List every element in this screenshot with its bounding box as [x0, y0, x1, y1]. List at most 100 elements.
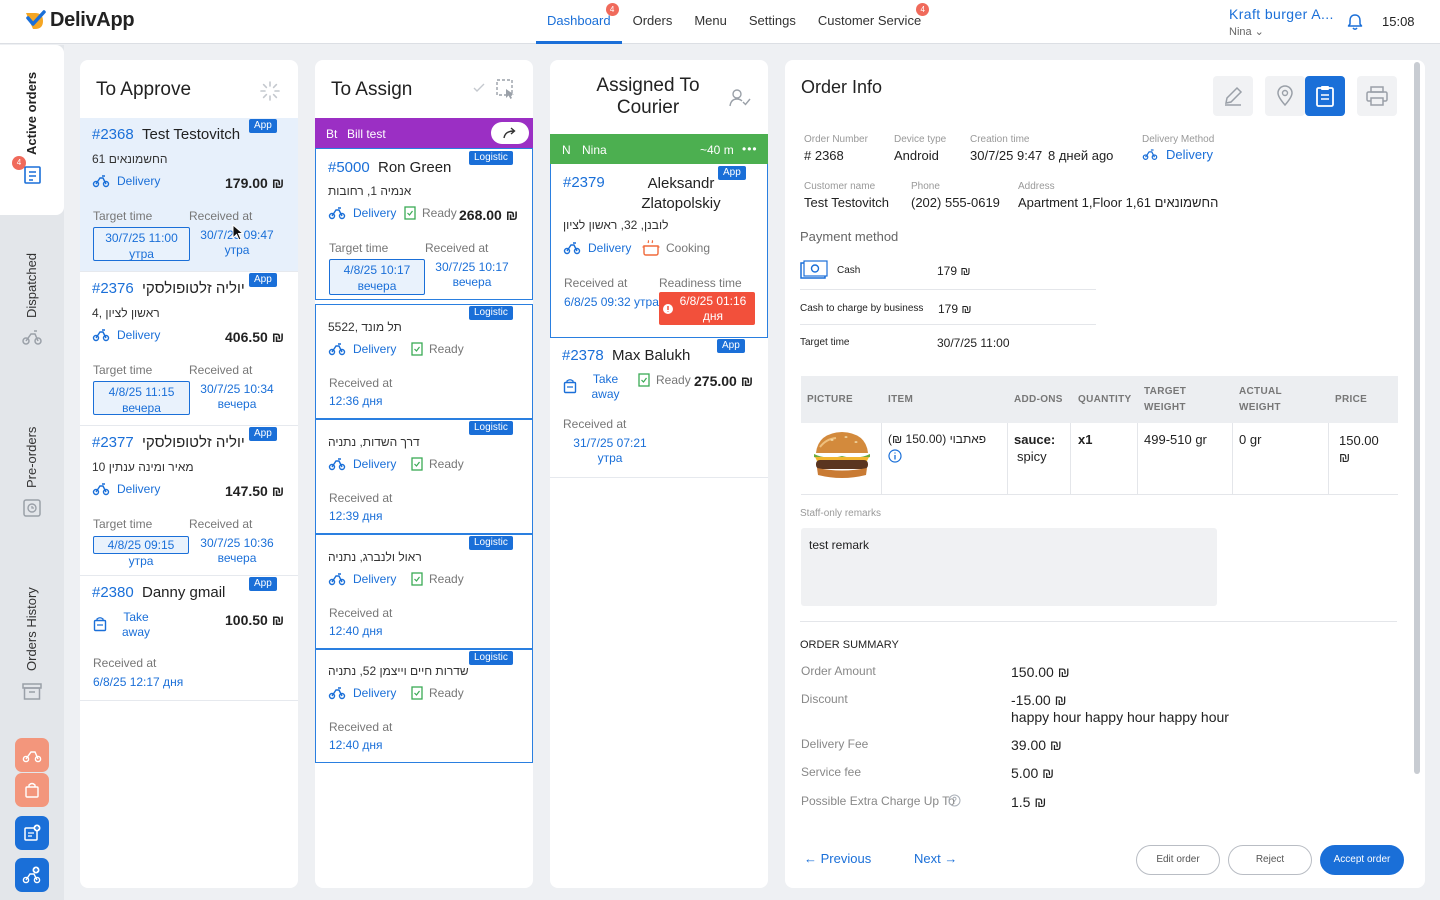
source-badge: App — [249, 427, 277, 441]
app-name: DelivApp — [50, 9, 135, 31]
group-header[interactable]: Bt Bill test — [315, 118, 533, 148]
accept-order-button[interactable]: Accept order — [1320, 845, 1404, 875]
order-card[interactable]: App #2368 Test Testovitch החשמונאים 61 D… — [80, 118, 298, 272]
scrollbar[interactable] — [1414, 62, 1420, 774]
staff-remarks-box[interactable]: test remark — [801, 528, 1217, 606]
order-card[interactable]: App #2377 יוליה זלטופולסקי מאיר ומינה ענ… — [80, 426, 298, 576]
source-badge: Logistic — [469, 151, 513, 165]
order-price: 147.50 ₪ — [225, 483, 285, 499]
restaurant-selector[interactable]: Kraft burger A... — [1229, 6, 1334, 22]
column-header: QUANTITY — [1078, 393, 1132, 405]
order-card[interactable]: Logistic 5522, תל מונד Delivery Ready Re… — [315, 304, 533, 419]
target-time-value: 30/7/25 11:00 утра — [93, 227, 190, 261]
scooter-icon — [328, 207, 346, 220]
payment-method-title: Payment method — [800, 229, 899, 244]
select-area-icon[interactable] — [495, 78, 517, 100]
print-tool[interactable] — [1357, 76, 1397, 116]
customer-address: החשמונאים 61 — [92, 152, 168, 166]
customer-address: מאיר ומינה ענתין 10 — [92, 460, 194, 474]
app-logo[interactable]: DelivApp — [24, 9, 135, 32]
clock: 15:08 — [1382, 14, 1415, 29]
summary-label: Delivery Fee — [801, 737, 869, 751]
order-card[interactable]: Logistic דרך השדות, נתניה Delivery Ready… — [315, 419, 533, 534]
order-number: #2380 — [92, 584, 134, 601]
sidebar-item-pre-orders[interactable]: Pre-orders — [0, 415, 64, 525]
alert-icon — [663, 304, 673, 314]
customer-name: Test Testovitch — [142, 126, 241, 143]
sidebar-item-dispatched[interactable]: Dispatched — [0, 235, 64, 365]
assign-courier-icon[interactable] — [728, 88, 752, 108]
source-badge: Logistic — [469, 306, 513, 320]
bell-icon[interactable] — [1347, 13, 1363, 31]
nav-dashboard[interactable]: Dashboard 4 — [536, 0, 622, 44]
delivery-method-label: Delivery — [117, 482, 161, 496]
ready-icon — [411, 686, 423, 700]
reject-button[interactable]: Reject — [1228, 845, 1312, 875]
nav-menu[interactable]: Menu — [683, 0, 738, 44]
order-card[interactable]: App #2376 יוליה זלטופולסקי ראשון לציון ,… — [80, 272, 298, 426]
user-menu[interactable]: Nina ⌄ — [1229, 26, 1264, 38]
received-at-value: 30/7/25 10:17 вечера — [435, 260, 509, 289]
edit-order-tool[interactable] — [1213, 76, 1253, 116]
sidebar-item-label: Orders History — [24, 587, 39, 671]
customer-name: Max Balukh — [612, 347, 691, 364]
order-card[interactable]: App #2379 Aleksandr Zlatopolskiy לובנן, … — [550, 164, 768, 338]
customer-address: 5522, תל מונד — [328, 320, 402, 334]
check-all-icon[interactable] — [472, 82, 486, 94]
order-card[interactable]: Logistic #5000 Ron Green אנמיה 1, רחובות… — [315, 148, 533, 300]
delivery-action-button[interactable] — [15, 738, 49, 772]
received-at-value: 12:39 дня — [329, 509, 383, 523]
takeaway-icon — [93, 616, 107, 632]
customer-name: יוליה זלטופולסקי — [142, 280, 245, 297]
received-at-label: Received at — [189, 363, 253, 377]
help-icon[interactable] — [948, 794, 961, 807]
order-card[interactable]: Logistic שדרות חיים וייצמן 52, נתניה Del… — [315, 649, 533, 763]
map-location-tool[interactable] — [1265, 76, 1305, 116]
order-number: #2368 — [92, 126, 134, 143]
next-order-link[interactable]: Next → — [914, 851, 958, 866]
order-status-label: Cooking — [666, 241, 711, 255]
nav-settings[interactable]: Settings — [738, 0, 807, 44]
order-price: 275.00 ₪ — [694, 373, 754, 389]
column-assigned-to-courier: Assigned To Courier N Nina ~40 m ••• App… — [550, 60, 768, 888]
ready-icon — [404, 206, 416, 220]
new-delivery-button[interactable] — [15, 858, 49, 892]
nav-customer-service[interactable]: Customer Service 4 — [807, 0, 932, 44]
edit-order-button[interactable]: Edit order — [1136, 845, 1220, 875]
share-button[interactable] — [491, 122, 529, 144]
received-at-label: Received at — [189, 209, 253, 223]
info-icon[interactable] — [888, 449, 902, 463]
courier-header[interactable]: N Nina ~40 m ••• — [550, 134, 768, 164]
order-card[interactable]: Logistic ראול ולנברג, נתניה Delivery Rea… — [315, 534, 533, 649]
column-header: ADD-ONS — [1014, 393, 1063, 405]
sidebar-item-active-orders[interactable]: Active orders 4 — [0, 45, 64, 215]
nav-orders[interactable]: Orders — [622, 0, 684, 44]
ready-icon — [411, 342, 423, 356]
source-badge: App — [249, 577, 277, 591]
order-status: Cooking — [642, 240, 710, 256]
customer-address: דרך השדות, נתניה — [328, 435, 420, 449]
sidebar-item-orders-history[interactable]: Orders History — [0, 575, 64, 715]
more-options-icon[interactable]: ••• — [742, 142, 758, 156]
ready-icon — [638, 373, 650, 387]
customer-name: Aleksandr Zlatopolskiy — [641, 175, 721, 212]
order-details-tool[interactable] — [1305, 76, 1345, 116]
logo-icon — [26, 9, 46, 29]
new-order-button[interactable] — [15, 816, 49, 850]
order-card[interactable]: App #2378 Max Balukh Take away Ready 275… — [550, 338, 768, 478]
group-initials: Bt — [326, 127, 338, 141]
previous-order-link[interactable]: ← Previous — [804, 851, 872, 866]
takeaway-action-button[interactable] — [15, 773, 49, 807]
received-at-value: 6/8/25 09:32 утра — [564, 295, 659, 309]
order-card[interactable]: App #2380 Danny gmail Take away 100.50 ₪… — [80, 576, 298, 701]
order-status-label: Ready — [429, 686, 464, 700]
phone-value[interactable]: (202) 555-0619 — [911, 195, 1000, 210]
notification-badge: 4 — [916, 3, 930, 16]
order-status-label: Ready — [656, 373, 691, 387]
order-status: Ready — [411, 572, 464, 586]
order-status-label: Ready — [429, 457, 464, 471]
order-status: Ready — [404, 206, 457, 220]
cell-divider — [1070, 423, 1071, 495]
group-name: Bill test — [347, 127, 386, 141]
summary-value: 150.00 ₪ — [1011, 664, 1070, 680]
